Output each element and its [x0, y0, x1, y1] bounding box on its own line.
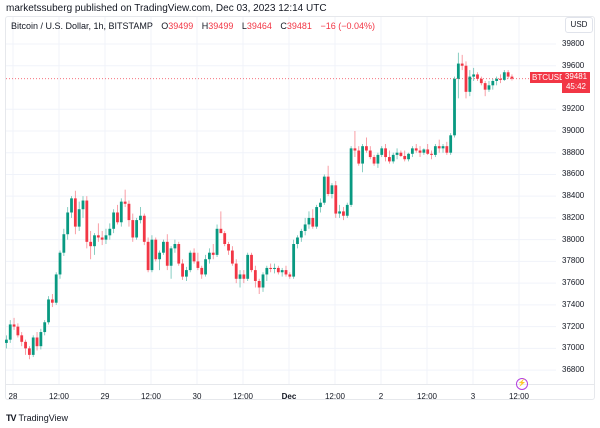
time-tick-label: Dec: [281, 392, 297, 401]
price-tick-label: 39000: [562, 125, 585, 135]
price-tick-label: 37600: [562, 278, 585, 288]
price-tick-label: 39600: [562, 60, 585, 70]
price-tick-label: 38000: [562, 234, 585, 244]
tradingview-mark-icon: TV: [6, 413, 16, 423]
price-tick-label: 37000: [562, 343, 585, 353]
price-tick-label: 39800: [562, 39, 585, 48]
time-tick-label: 30: [192, 392, 202, 401]
tradingview-logo[interactable]: TV TradingView: [6, 413, 68, 423]
time-tick-label: 28: [8, 392, 18, 401]
price-tick-label: 37400: [562, 299, 585, 309]
tradingview-brand: TradingView: [18, 413, 69, 423]
last-price-tag: 39481 45:42: [562, 72, 590, 93]
time-tick-label: 2: [378, 392, 384, 401]
lightning-event-icon[interactable]: ⚡: [516, 378, 528, 390]
currency-button[interactable]: USD: [565, 17, 593, 33]
bar-countdown: 45:42: [565, 82, 587, 91]
price-tick-label: 38200: [562, 212, 585, 222]
low-value: 39464: [246, 21, 272, 31]
price-tick-label: 37800: [562, 256, 585, 266]
time-tick-label: 12:00: [416, 392, 438, 401]
time-tick-label: 12:00: [140, 392, 162, 401]
low-label: L: [241, 21, 247, 31]
publisher-line: marketssuberg published on TradingView.c…: [6, 3, 327, 14]
price-tick-label: 38600: [562, 169, 585, 179]
last-price: 39481: [564, 72, 588, 81]
symbol-price-tag: BTCUSD: [530, 72, 567, 83]
symbol-legend: Bitcoin / U.S. Dollar, 1h, BITSTAMP O394…: [11, 21, 375, 31]
time-tick-label: 12:00: [324, 392, 346, 401]
time-tick-label: 3: [470, 392, 476, 401]
price-tick-label: 36800: [562, 365, 585, 375]
change-value: −16 (−0.04%): [320, 21, 375, 31]
high-label: H: [201, 21, 209, 31]
open-value: 39499: [168, 21, 194, 31]
time-tick-label: 12:00: [48, 392, 70, 401]
chart-frame: [5, 16, 595, 400]
close-value: 39481: [286, 21, 312, 31]
close-label: C: [280, 21, 287, 31]
time-tick-label: 12:00: [508, 392, 530, 401]
open-label: O: [161, 21, 169, 31]
price-tick-label: 37200: [562, 321, 585, 331]
high-value: 39499: [208, 21, 234, 31]
time-tick-label: 29: [100, 392, 110, 401]
symbol-title[interactable]: Bitcoin / U.S. Dollar, 1h, BITSTAMP: [11, 21, 153, 31]
price-tick-label: 38800: [562, 147, 585, 157]
price-tick-label: 39200: [562, 104, 585, 114]
price-tick-label: 38400: [562, 191, 585, 201]
time-tick-label: 12:00: [232, 392, 254, 401]
